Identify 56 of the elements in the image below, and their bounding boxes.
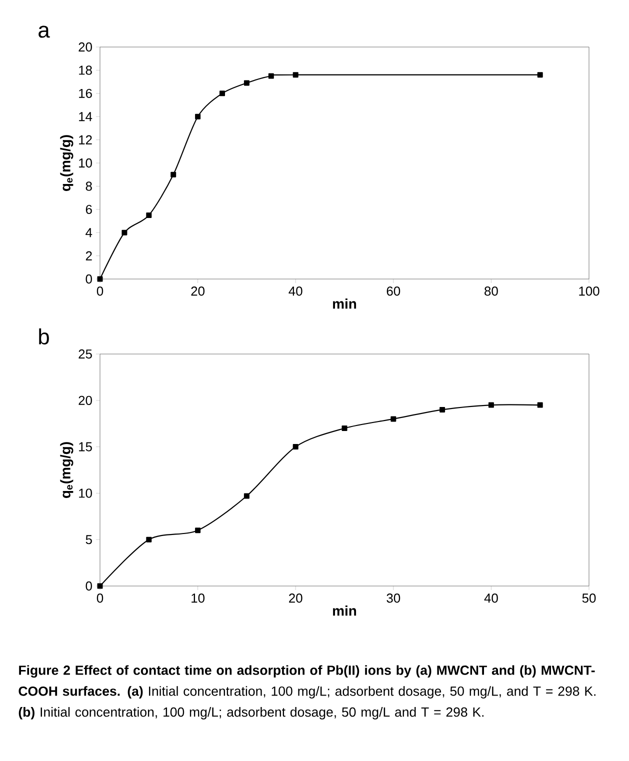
x-tick-label: 50 xyxy=(582,594,596,603)
point xyxy=(537,402,543,408)
y-tick-label: 0 xyxy=(86,581,92,591)
point xyxy=(97,276,103,282)
y-tick-label: 20 xyxy=(78,42,92,52)
point xyxy=(292,444,298,450)
point xyxy=(390,416,396,422)
x-axis-title: min xyxy=(333,606,356,616)
y-tick-label: 4 xyxy=(86,228,92,238)
x-tick-label: 40 xyxy=(288,286,302,296)
x-tick-label: 0 xyxy=(96,286,104,296)
y-tick-label: 15 xyxy=(79,442,92,452)
x-axis-title: min xyxy=(333,298,356,309)
y-tick-label: 10 xyxy=(79,158,92,168)
point xyxy=(440,406,446,412)
x-tick-label: 80 xyxy=(484,286,498,296)
y-tick-label: 20 xyxy=(78,396,92,405)
y-axis-title: q$_{e}$(mg/g) xyxy=(60,442,74,498)
y-tick-label: 14 xyxy=(79,112,92,122)
point xyxy=(195,114,201,120)
point xyxy=(292,72,298,78)
point xyxy=(97,583,103,589)
y-tick-label: 2 xyxy=(86,251,92,260)
x-tick-label: 10 xyxy=(192,594,204,603)
x-tick-label: 100 xyxy=(579,286,600,296)
x-tick-label: 60 xyxy=(386,286,400,296)
x-tick-label: 20 xyxy=(289,594,302,603)
x-tick-label: 40 xyxy=(484,594,498,603)
point xyxy=(488,402,494,408)
y-tick-label: 8 xyxy=(86,182,92,191)
y-tick-label: 0 xyxy=(86,274,92,284)
point xyxy=(244,493,250,499)
y-tick-label: 12 xyxy=(79,135,92,144)
text: Figure 2 Effect of contact time on adsorption of Pb(II) ions by (a) MWCNT and (b) MWCNT-COOH surfaces. (a) Initial concentration, 100 mg/L; adsorbent dosage, 50 mg/L, and T = 298 K. (b) Initial concentration, 100 mg/L; adsorbent dosage, 50 mg/L and T = 298 K. xyxy=(18,665,596,720)
point xyxy=(220,90,225,96)
y-axis-title: q$_{e}$(mg/g) xyxy=(60,135,74,191)
x-tick-label: 30 xyxy=(386,594,400,603)
y-tick-label: 25 xyxy=(78,349,92,359)
point xyxy=(170,172,176,178)
chart-title: b xyxy=(39,328,49,344)
point xyxy=(195,528,201,534)
y-tick-label: 6 xyxy=(86,204,92,214)
y-tick-label: 5 xyxy=(86,535,92,544)
y-tick-label: 16 xyxy=(79,88,92,98)
point xyxy=(342,426,348,431)
y-tick-label: 10 xyxy=(79,488,92,498)
y-tick-label: 18 xyxy=(79,66,92,75)
x-tick-label: 0 xyxy=(96,594,104,603)
point xyxy=(146,212,152,218)
point xyxy=(537,72,543,78)
point xyxy=(244,80,250,86)
point xyxy=(122,230,128,236)
chart-title: a xyxy=(38,26,50,38)
x-tick-label: 20 xyxy=(191,286,204,296)
point xyxy=(146,536,152,542)
point xyxy=(268,73,274,79)
